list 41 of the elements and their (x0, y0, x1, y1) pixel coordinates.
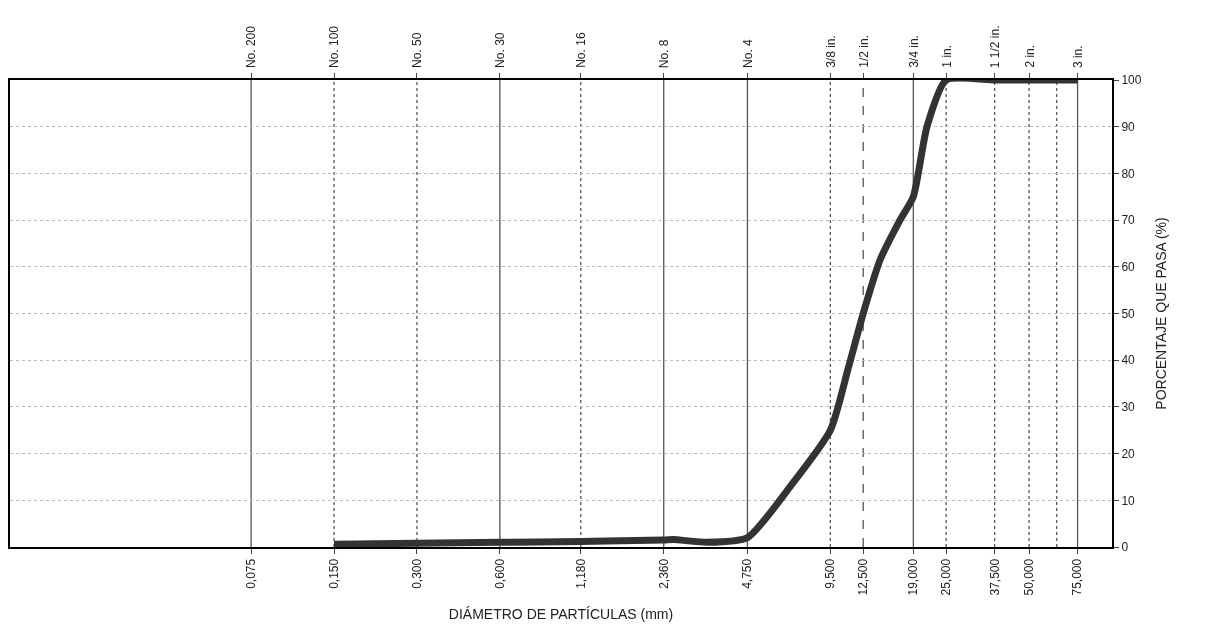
ref-line-label: 1/2 in. (856, 35, 871, 68)
x-tick-label: 50,000 (1021, 558, 1036, 596)
x-tick-label: 0,300 (409, 558, 424, 589)
x-axis-title: DIÁMETRO DE PARTÍCULAS (mm) (448, 606, 674, 623)
x-tick-label: 9,500 (823, 558, 838, 589)
x-tick-label: 0,600 (492, 558, 507, 589)
y-tick-label: 40 (1121, 353, 1136, 368)
y-tick-label: 60 (1121, 260, 1136, 274)
y-tick-label: 80 (1121, 166, 1136, 181)
ref-line-label: 3 in. (1071, 45, 1086, 69)
x-tick-label: 37,500 (987, 558, 1002, 596)
y-tick-label: 100 (1121, 73, 1142, 88)
x-tick-label: 0,075 (243, 558, 258, 589)
ref-line-label: 1 in. (939, 44, 954, 68)
ref-line-label: No. 100 (327, 25, 342, 69)
ref-line-label: No. 4 (740, 38, 755, 68)
x-tick-label: 2,360 (656, 558, 671, 589)
x-tick-label: 4,750 (740, 558, 755, 589)
y-tick-label: 70 (1121, 213, 1136, 228)
ref-line-label: No. 200 (244, 25, 259, 69)
x-tick-label: 19,000 (906, 558, 921, 596)
x-tick-label: 0,150 (326, 558, 341, 589)
ref-line-label: No. 8 (657, 39, 672, 69)
y-tick-label: 0 (1121, 540, 1129, 555)
ref-line-label: No. 30 (492, 32, 507, 68)
ref-line-label: 1 1/2 in. (988, 25, 1003, 69)
ref-line-label: No. 50 (409, 32, 424, 68)
y-tick-label: 20 (1121, 446, 1136, 461)
x-tick-label: 12,500 (856, 558, 871, 596)
x-tick-label: 1,180 (573, 558, 588, 589)
ref-line-label: No. 16 (573, 32, 588, 68)
y-tick-label: 50 (1121, 306, 1136, 321)
y-axis-title: PORCENTAJE QUE PASA (%) (1152, 217, 1169, 410)
x-tick-label: 25,000 (939, 558, 954, 596)
y-tick-label: 30 (1121, 400, 1136, 415)
x-tick-label: 75,000 (1070, 558, 1085, 596)
ref-line-label: 3/4 in. (906, 35, 921, 68)
y-tick-label: 90 (1121, 119, 1136, 134)
ref-line-label: 3/8 in. (823, 35, 838, 68)
y-tick-label: 10 (1121, 493, 1136, 508)
ref-line-label: 2 in. (1022, 44, 1037, 68)
